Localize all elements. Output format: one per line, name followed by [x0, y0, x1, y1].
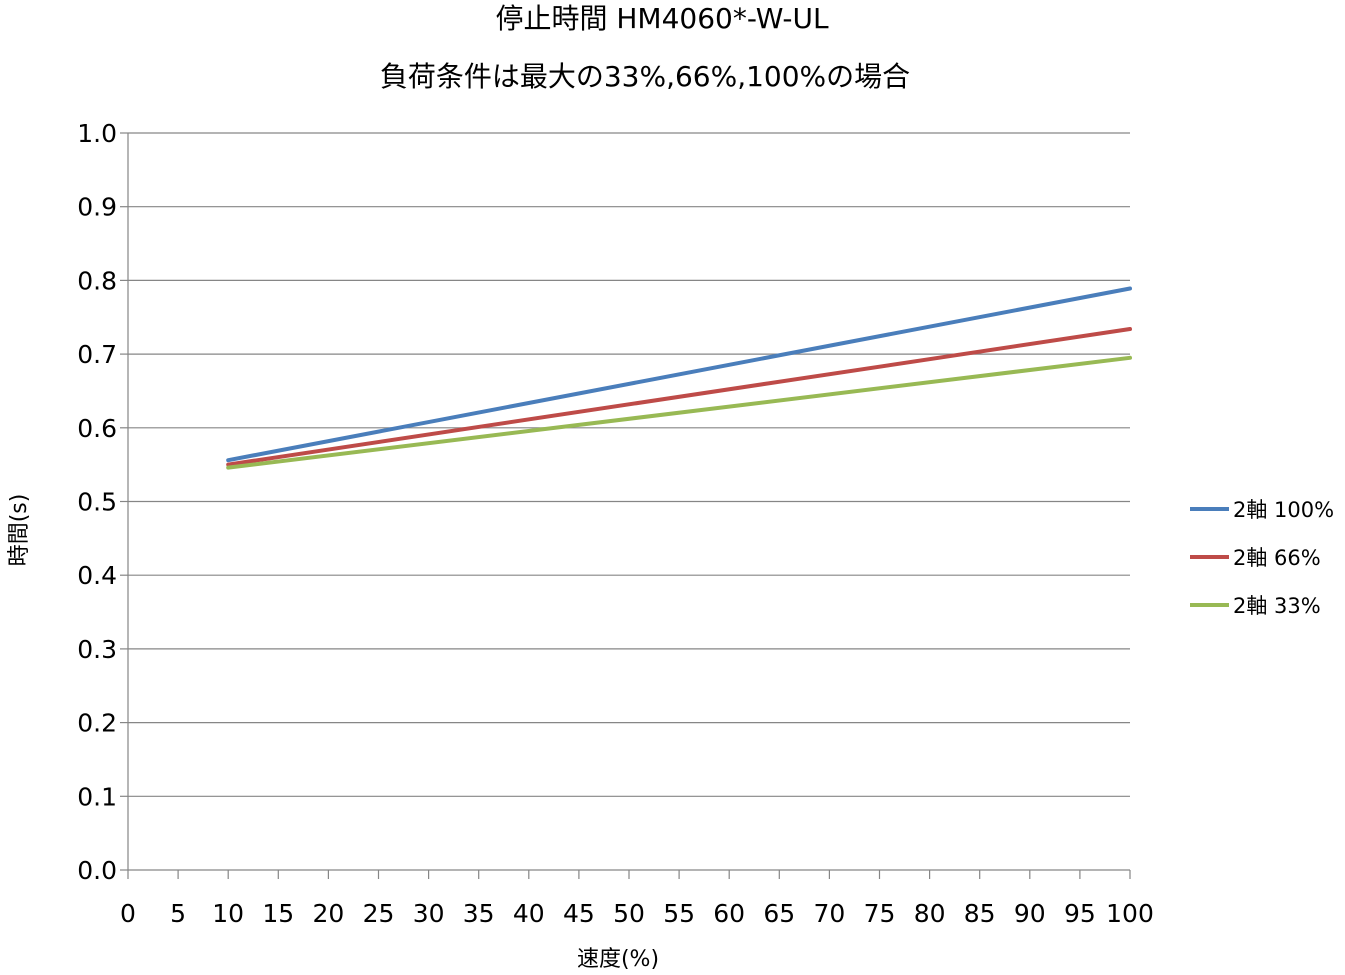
series-line-2 [226, 327, 1132, 467]
x-tick-label: 85 [964, 899, 996, 928]
series-line-1 [226, 286, 1132, 463]
series-line-3 [226, 355, 1132, 470]
axes [120, 132, 1131, 879]
legend-label-2: 2軸 66% [1233, 546, 1321, 570]
x-tick-label: 5 [170, 899, 186, 928]
x-tick-label: 40 [513, 899, 545, 928]
x-tick-label: 90 [1014, 899, 1046, 928]
x-tick-label: 75 [864, 899, 896, 928]
x-tick-label: 50 [613, 899, 645, 928]
x-tick-label: 10 [212, 899, 244, 928]
x-tick-label: 100 [1106, 899, 1154, 928]
y-tick-label: 1.0 [77, 119, 117, 148]
gridlines [128, 132, 1130, 797]
x-tick-label: 95 [1064, 899, 1096, 928]
y-tick-label: 0.6 [77, 414, 117, 443]
y-tick-label: 0.0 [77, 856, 117, 885]
y-tick-label: 0.3 [77, 635, 117, 664]
x-tick-label: 65 [763, 899, 795, 928]
x-axis-title: 速度(%) [577, 947, 659, 972]
chart-subtitle: 負荷条件は最大の33%,66%,100%の場合 [380, 60, 910, 93]
x-tick-label: 0 [120, 899, 136, 928]
legend-label-1: 2軸 100% [1233, 498, 1334, 522]
y-tick-labels: 0.0 0.1 0.2 0.3 0.4 0.5 0.6 0.7 0.8 0.9 1.0 [77, 119, 117, 885]
x-tick-label: 20 [312, 899, 344, 928]
legend: 2軸 100% 2軸 66% 2軸 33% [1190, 498, 1334, 618]
y-tick-label: 0.4 [77, 561, 117, 590]
y-tick-label: 0.8 [77, 266, 117, 295]
x-tick-label: 70 [813, 899, 845, 928]
x-tick-labels: 0 5 10 15 20 25 30 35 40 45 50 55 60 65 70 75 80 85 90 95 10… [120, 899, 1154, 928]
x-tick-label: 30 [413, 899, 445, 928]
legend-label-3: 2軸 33% [1233, 594, 1321, 618]
y-tick-label: 0.7 [77, 340, 117, 369]
series-lines [226, 286, 1132, 470]
x-tick-label: 15 [262, 899, 294, 928]
y-axis-title: 時間(s) [7, 494, 32, 567]
x-tick-label: 55 [663, 899, 695, 928]
x-tick-label: 45 [563, 899, 595, 928]
x-tick-label: 25 [363, 899, 395, 928]
chart-title: 停止時間 HM4060*-W-UL [495, 2, 828, 35]
y-tick-label: 0.9 [77, 193, 117, 222]
y-tick-label: 0.5 [77, 488, 117, 517]
y-tick-label: 0.1 [77, 782, 117, 811]
x-tick-label: 60 [713, 899, 745, 928]
x-tick-label: 80 [914, 899, 946, 928]
x-tick-label: 35 [463, 899, 495, 928]
y-tick-label: 0.2 [77, 709, 117, 738]
